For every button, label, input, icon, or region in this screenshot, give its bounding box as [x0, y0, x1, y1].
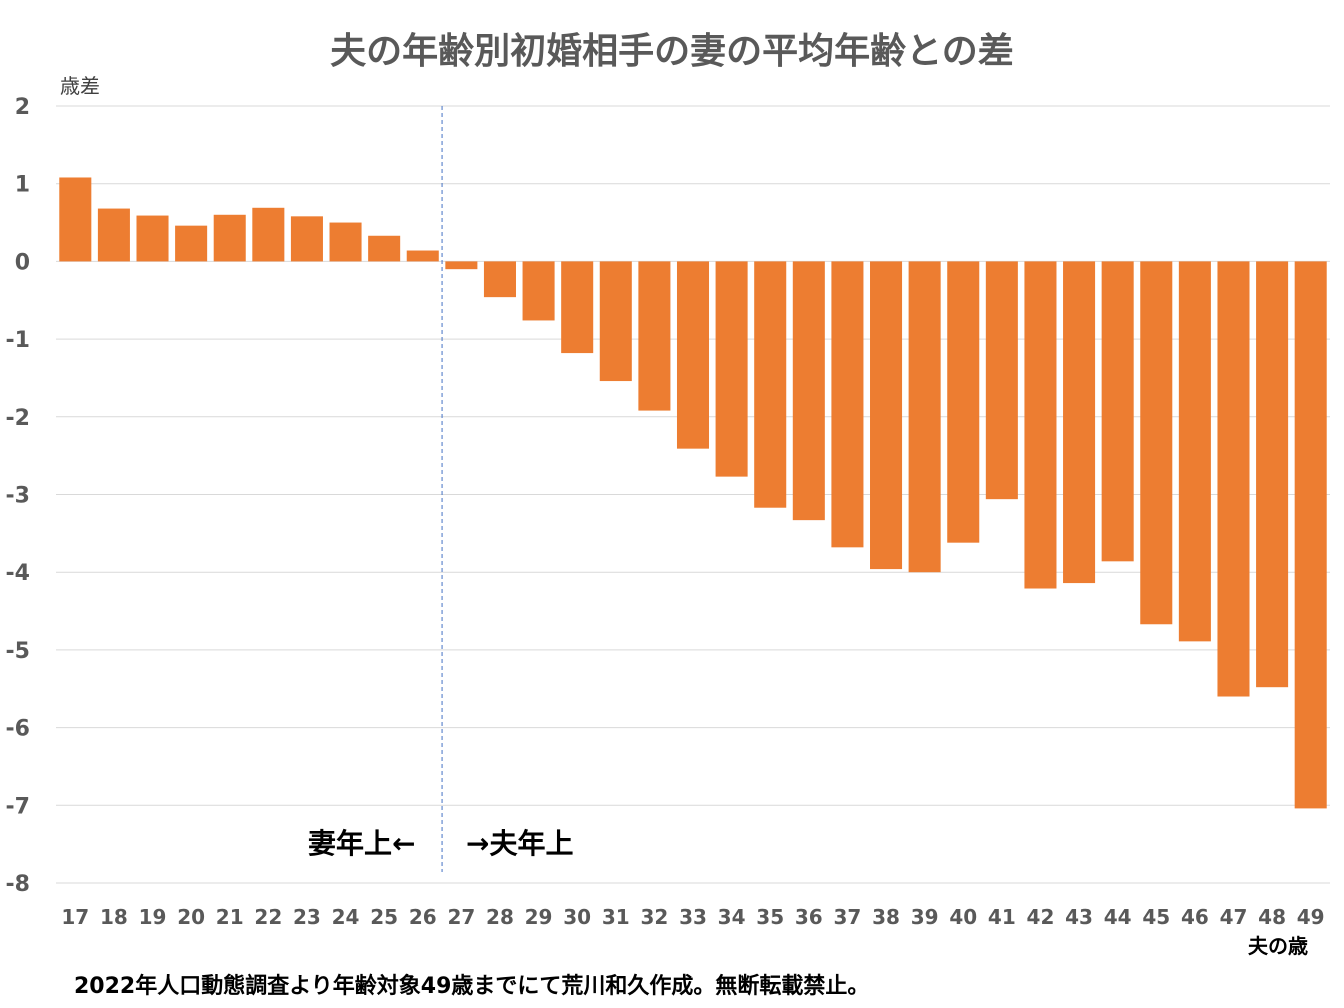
bar-49: [1294, 261, 1327, 809]
y-tick-label: -8: [6, 872, 30, 897]
x-tick-label: 34: [718, 905, 746, 929]
bar-22: [252, 207, 285, 262]
bar-31: [599, 261, 632, 382]
y-tick-label: 1: [15, 173, 30, 198]
bar-28: [483, 261, 516, 298]
bar-30: [561, 261, 594, 354]
y-tick-label: -5: [6, 639, 30, 664]
bar-29: [522, 261, 555, 321]
x-tick-label: 42: [1027, 905, 1055, 929]
bar-40: [947, 261, 980, 543]
y-tick-label: -6: [6, 717, 30, 742]
x-tick-label: 24: [332, 905, 360, 929]
x-axis-label: 夫の歳: [1248, 934, 1308, 958]
annotation-wife-older: 妻年上←: [308, 827, 416, 860]
x-tick-label: 33: [679, 905, 707, 929]
bar-24: [329, 222, 362, 262]
x-tick-label: 36: [795, 905, 823, 929]
x-tick-label: 31: [602, 905, 630, 929]
bar-37: [831, 261, 864, 548]
x-tick-label: 43: [1065, 905, 1093, 929]
bar-35: [754, 261, 787, 508]
x-tick-label: 37: [834, 905, 862, 929]
bar-36: [792, 261, 825, 521]
bar-21: [213, 214, 246, 262]
x-tick-label: 32: [640, 905, 668, 929]
y-tick-label: 2: [15, 95, 30, 120]
x-tick-label: 39: [911, 905, 939, 929]
bar-19: [136, 215, 169, 262]
x-tick-label: 19: [139, 905, 167, 929]
bar-42: [1024, 261, 1057, 589]
x-tick-label: 18: [100, 905, 128, 929]
x-tick-label: 46: [1181, 905, 1209, 929]
bar-32: [638, 261, 671, 411]
x-tick-label: 49: [1297, 905, 1325, 929]
bar-48: [1256, 261, 1289, 688]
y-axis-label: 歳差: [60, 74, 100, 98]
x-tick-label: 48: [1258, 905, 1286, 929]
x-tick-label: 29: [525, 905, 553, 929]
x-tick-label: 23: [293, 905, 321, 929]
x-tick-label: 17: [61, 905, 89, 929]
bar-27: [445, 261, 478, 270]
bar-17: [59, 177, 92, 262]
x-tick-label: 25: [370, 905, 398, 929]
bar-33: [676, 261, 710, 449]
y-tick-label: -7: [6, 794, 30, 819]
x-tick-label: 28: [486, 905, 514, 929]
bar-34: [715, 261, 748, 477]
x-tick-label: 22: [254, 905, 282, 929]
y-tick-label: -4: [6, 561, 30, 586]
x-tick-label: 38: [872, 905, 900, 929]
bar-39: [908, 261, 941, 573]
bar-38: [870, 261, 903, 570]
footer-note: 2022年人口動態調査より年齢対象49歳までにて荒川和久作成。無断転載禁止。: [74, 974, 870, 999]
bar-46: [1178, 261, 1211, 642]
bar-44: [1101, 261, 1134, 562]
bar-25: [368, 235, 401, 262]
x-tick-label: 35: [756, 905, 784, 929]
chart-title: 夫の年齢別初婚相手の妻の平均年齢との差: [330, 31, 1014, 72]
bar-23: [290, 216, 323, 262]
bar-47: [1217, 261, 1250, 697]
y-tick-label: 0: [15, 250, 30, 275]
x-tick-label: 27: [447, 905, 475, 929]
x-tick-label: 21: [216, 905, 244, 929]
bar-41: [985, 261, 1018, 500]
x-tick-label: 45: [1142, 905, 1170, 929]
x-tick-label: 20: [177, 905, 205, 929]
x-tick-label: 47: [1220, 905, 1248, 929]
annotation-husband-older: →夫年上: [466, 827, 574, 860]
y-tick-label: -1: [6, 328, 30, 353]
x-tick-label: 41: [988, 905, 1016, 929]
x-tick-label: 26: [409, 905, 437, 929]
bar-20: [175, 225, 208, 262]
bar-45: [1140, 261, 1173, 625]
bar-26: [406, 250, 439, 262]
y-tick-label: -2: [6, 406, 30, 431]
bar-43: [1063, 261, 1096, 584]
bar-18: [97, 208, 130, 262]
x-tick-label: 44: [1104, 905, 1132, 929]
x-tick-label: 30: [563, 905, 591, 929]
y-tick-label: -3: [6, 484, 30, 509]
x-tick-label: 40: [949, 905, 977, 929]
